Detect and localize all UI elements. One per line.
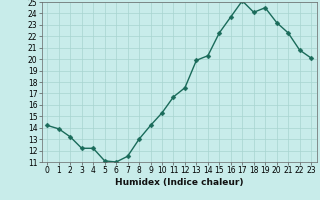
X-axis label: Humidex (Indice chaleur): Humidex (Indice chaleur)	[115, 178, 244, 187]
